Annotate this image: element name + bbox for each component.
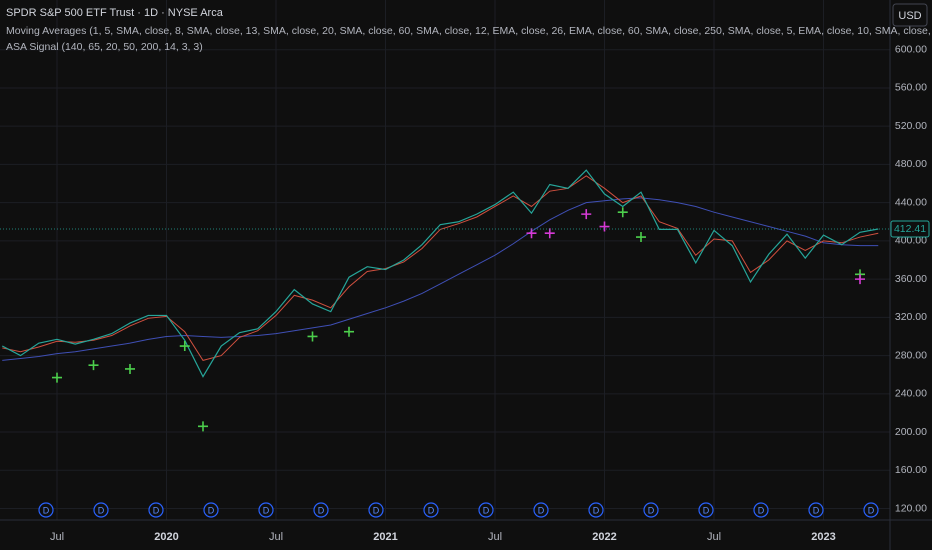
y-tick-label: 400.00 xyxy=(895,235,927,247)
x-tick-label: 2021 xyxy=(373,531,397,543)
dividend-label: D xyxy=(43,505,50,515)
dividend-marker xyxy=(313,502,329,518)
dividend-marker xyxy=(423,502,439,518)
dividend-label: D xyxy=(758,505,765,515)
y-tick-label: 480.00 xyxy=(895,158,927,170)
dividend-label: D xyxy=(373,505,380,515)
grid xyxy=(0,0,890,520)
y-tick-label: 440.00 xyxy=(895,196,927,208)
y-tick-label: 240.00 xyxy=(895,388,927,400)
plot xyxy=(1,169,879,432)
y-tick-label: 160.00 xyxy=(895,464,927,476)
y-tick-label: 320.00 xyxy=(895,311,927,323)
dividend-marker xyxy=(643,502,659,518)
y-tick-label: 520.00 xyxy=(895,120,927,132)
y-tick-label: 120.00 xyxy=(895,502,927,514)
dividend-label: D xyxy=(98,505,105,515)
signal-marker xyxy=(526,228,537,239)
dividend-label: D xyxy=(703,505,710,515)
dividend-marker xyxy=(478,502,494,518)
y-tick-label: 560.00 xyxy=(895,82,927,94)
dividend-marker xyxy=(38,502,54,518)
indicator-label: Moving Averages (1, 5, SMA, close, 8, SM… xyxy=(6,25,932,37)
signal-marker xyxy=(617,207,628,218)
y-tick-label: 600.00 xyxy=(895,43,927,55)
dividend-marker xyxy=(148,502,164,518)
dividend-marker xyxy=(258,502,274,518)
dividend-label: D xyxy=(868,505,875,515)
dividend-label: D xyxy=(208,505,215,515)
dividend-label: D xyxy=(648,505,655,515)
price-line xyxy=(1,169,879,378)
dividend-marker xyxy=(808,502,824,518)
y-tick-label: 280.00 xyxy=(895,349,927,361)
dividend-label: D xyxy=(813,505,820,515)
signal-marker xyxy=(125,363,135,374)
dividend-marker xyxy=(698,502,714,518)
signal-marker xyxy=(544,228,555,239)
x-tick-label: 2023 xyxy=(811,531,835,543)
signal-marker xyxy=(198,421,208,432)
currency-label[interactable]: USD xyxy=(898,10,921,22)
dividend-marker xyxy=(93,502,109,518)
dividend-label: D xyxy=(483,505,490,515)
dividend-marker xyxy=(753,502,769,518)
chart-title: SPDR S&P 500 ETF Trust · 1D · NYSE Arca xyxy=(6,7,224,19)
signal-marker xyxy=(307,331,318,342)
x-tick-label: Jul xyxy=(50,531,64,543)
last-price-tag xyxy=(890,220,930,238)
signal-marker xyxy=(599,221,610,232)
signal-marker xyxy=(581,209,592,220)
price-line xyxy=(2,197,879,361)
currency-button[interactable] xyxy=(892,3,928,27)
y-tick-label: 200.00 xyxy=(895,426,927,438)
dividend-label: D xyxy=(318,505,325,515)
dividend-label: D xyxy=(153,505,160,515)
dividend-label: D xyxy=(263,505,270,515)
dividend-label: D xyxy=(428,505,435,515)
dividend-marker xyxy=(368,502,384,518)
dividend-marker xyxy=(588,502,604,518)
x-tick-label: 2022 xyxy=(592,531,616,543)
dividend-label: D xyxy=(593,505,600,515)
signal-marker xyxy=(636,232,646,243)
x-tick-label: Jul xyxy=(707,531,721,543)
signal-marker xyxy=(179,341,190,352)
indicator-label: ASA Signal (140, 65, 20, 50, 200, 14, 3,… xyxy=(6,41,203,53)
dividend-label: D xyxy=(538,505,545,515)
signal-marker xyxy=(88,360,99,371)
y-tick-label: 360.00 xyxy=(895,273,927,285)
last-price-label: 412.41 xyxy=(894,223,926,235)
dividend-marker xyxy=(533,502,549,518)
signal-marker xyxy=(855,274,865,285)
signal-marker xyxy=(344,326,354,337)
price-line xyxy=(2,175,879,361)
x-tick-label: Jul xyxy=(488,531,502,543)
x-tick-label: Jul xyxy=(269,531,283,543)
signal-marker xyxy=(52,372,62,383)
dividend-marker xyxy=(203,502,219,518)
x-tick-label: 2020 xyxy=(154,531,178,543)
dividend-marker xyxy=(863,502,879,518)
